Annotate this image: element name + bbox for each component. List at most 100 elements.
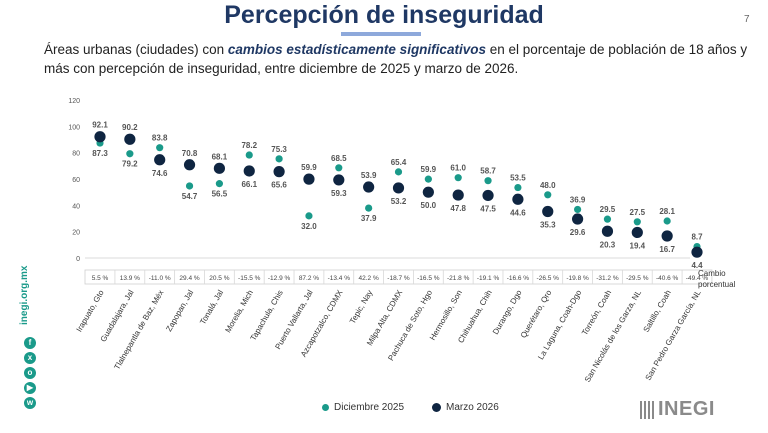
change-label: 87.2 % — [299, 275, 319, 282]
data-label-dec: 68.5 — [331, 154, 347, 163]
data-label-dec: 48.0 — [540, 181, 556, 190]
y-tick-label: 80 — [72, 151, 80, 158]
change-label: -29.5 % — [626, 275, 649, 282]
data-label-dec: 56.5 — [212, 190, 228, 199]
dot-mar — [183, 159, 196, 171]
dot-dec — [394, 168, 403, 176]
dot-mar — [213, 162, 225, 174]
data-label-mar: 70.8 — [182, 149, 198, 158]
change-row-box — [84, 269, 713, 285]
inegi-logo-mark — [640, 400, 656, 419]
change-label: -21.8 % — [447, 275, 470, 282]
change-label: -16.5 % — [417, 275, 440, 282]
category-label: Tonalá, Jal — [198, 288, 225, 326]
data-label-mar: 16.7 — [659, 245, 675, 254]
data-label-mar: 66.1 — [241, 180, 257, 189]
change-label: -26.5 % — [537, 275, 560, 282]
y-tick-label: 0 — [76, 256, 80, 263]
dot-dec — [514, 183, 522, 192]
data-label-mar: 4.4 — [691, 261, 703, 270]
data-label-dec: 37.9 — [361, 214, 377, 223]
title-underline — [341, 32, 421, 36]
instagram-icon[interactable]: o — [24, 367, 36, 379]
data-label-mar: 50.0 — [421, 201, 437, 210]
dot-mar — [572, 213, 584, 225]
dot-dec — [574, 205, 582, 214]
dot-dec — [454, 174, 462, 182]
data-label-mar: 65.6 — [271, 181, 287, 190]
category-label: Hermosillo, Son — [428, 289, 464, 342]
change-label: 5.5 % — [92, 275, 109, 282]
data-label-dec: 32.0 — [301, 222, 317, 231]
data-label-mar: 29.6 — [570, 228, 586, 237]
dot-mar — [273, 166, 285, 178]
inegi-logo: INEGI — [640, 398, 715, 421]
x-icon[interactable]: x — [24, 352, 36, 364]
chart-subtitle: Áreas urbanas (ciudades) con cambios est… — [44, 40, 756, 78]
data-label-dec: 29.5 — [600, 205, 616, 214]
category-label: Tepic, Nay — [348, 289, 374, 326]
change-label: 13.9 % — [120, 275, 140, 282]
dot-dec — [365, 204, 373, 212]
change-label: -16.6 % — [507, 275, 530, 282]
category-label: Saltillo, Coah — [642, 289, 673, 334]
change-axis-label-1: Cambio — [698, 269, 726, 278]
dot-dec — [603, 215, 612, 223]
dot-mar — [482, 189, 494, 202]
data-label-dec: 28.1 — [659, 207, 675, 216]
subtitle-emphasis: cambios estadísticamente significativos — [227, 42, 486, 57]
category-label: Irapuato, Gto — [75, 288, 106, 333]
data-label-dec: 87.3 — [92, 149, 108, 158]
dot-dec — [544, 191, 552, 199]
dot-dec — [126, 150, 134, 158]
legend-label-dec: Diciembre 2025 — [334, 402, 405, 413]
change-axis-label-2: porcentual — [698, 280, 736, 289]
data-label-mar: 44.6 — [510, 208, 526, 217]
y-tick-label: 60 — [72, 177, 80, 184]
category-label: Chihuahua, Chih — [456, 289, 494, 345]
data-label-dec: 53.5 — [510, 174, 526, 183]
data-label-dec: 27.5 — [630, 208, 646, 217]
dot-mar — [691, 246, 703, 258]
data-label-dec: 61.0 — [450, 164, 466, 173]
change-label: -49.4 % — [686, 275, 709, 282]
legend-item-mar: Marzo 2026 — [432, 402, 499, 413]
change-label: -15.5 % — [238, 275, 261, 282]
data-label-dec: 8.7 — [691, 233, 703, 242]
dot-mar — [512, 193, 524, 205]
whatsapp-icon[interactable]: w — [24, 397, 36, 409]
dot-mar — [363, 181, 375, 193]
legend-label-mar: Marzo 2026 — [446, 402, 499, 413]
change-label: -19.1 % — [477, 275, 500, 282]
data-label-dec: 59.9 — [421, 165, 437, 174]
data-label-mar: 20.3 — [600, 240, 616, 249]
change-label: -18.7 % — [387, 275, 410, 282]
change-label: -31.2 % — [596, 275, 619, 282]
data-label-dec: 58.7 — [480, 167, 496, 176]
facebook-icon[interactable]: f — [24, 337, 36, 349]
data-label-dec: 65.4 — [391, 158, 407, 167]
dot-dec — [633, 218, 641, 226]
data-label-dec: 79.2 — [122, 160, 138, 169]
category-label: Torreón, Coah — [580, 289, 613, 337]
data-label-mar: 59.9 — [301, 163, 317, 172]
data-label-mar: 53.9 — [361, 171, 377, 180]
data-label-mar: 35.3 — [540, 221, 556, 230]
dot-mar — [422, 186, 434, 198]
dot-dec — [335, 164, 343, 172]
dot-dec — [424, 175, 432, 183]
y-tick-label: 40 — [72, 203, 80, 210]
dot-mar — [661, 230, 673, 242]
category-label: Zapopan, Jal — [164, 288, 195, 333]
dot-mar — [631, 226, 643, 239]
category-label: San Nicolás de los Garza, NL — [583, 288, 644, 384]
data-label-mar: 47.8 — [450, 204, 466, 213]
data-label-mar: 59.3 — [331, 189, 347, 198]
data-label-dec: 83.8 — [152, 134, 168, 143]
y-tick-label: 120 — [68, 98, 80, 105]
change-label: 20.5 % — [209, 275, 229, 282]
dot-dec — [305, 212, 313, 220]
category-label: Morelia, Mich — [223, 289, 255, 335]
youtube-icon[interactable]: ▶ — [24, 382, 36, 394]
